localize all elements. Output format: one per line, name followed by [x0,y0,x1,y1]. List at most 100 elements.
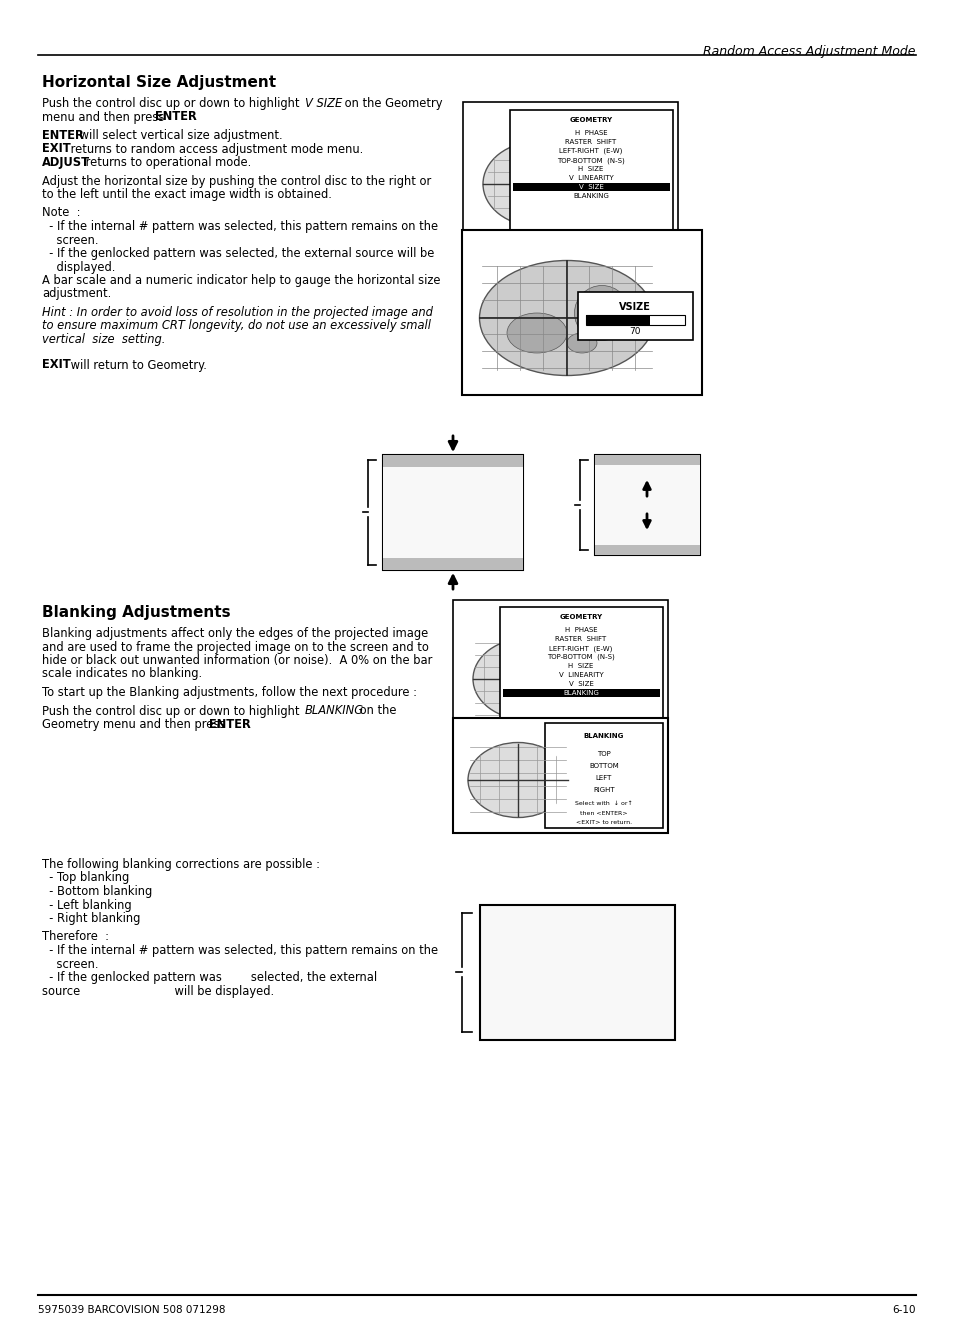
Text: scale indicates no blanking.: scale indicates no blanking. [42,667,202,680]
Bar [382,455,522,467]
Bar [382,558,522,570]
Text: - If the internal # pattern was selected, this pattern remains on the: - If the internal # pattern was selected… [42,220,437,234]
Bar [578,293,692,340]
Text: Horizontal Size Adjustment: Horizontal Size Adjustment [42,75,275,90]
Text: V  SIZE: V SIZE [578,184,603,191]
Bar [510,110,672,229]
Text: and are used to frame the projected image on to the screen and to: and are used to frame the projected imag… [42,640,429,654]
Ellipse shape [566,333,597,353]
Text: RASTER  SHIFT: RASTER SHIFT [555,636,606,641]
Text: LEFT: LEFT [596,774,612,781]
Bar [585,315,650,325]
Bar [513,183,669,191]
Text: Geometry menu and then press: Geometry menu and then press [42,718,229,731]
Text: to ensure maximum CRT longevity, do not use an excessively small: to ensure maximum CRT longevity, do not … [42,319,431,333]
Bar [595,455,700,556]
Text: BLANKING: BLANKING [562,690,598,696]
Text: TOP-BOTTOM  (N-S): TOP-BOTTOM (N-S) [557,157,624,164]
Text: Hint : In order to avoid loss of resolution in the projected image and: Hint : In order to avoid loss of resolut… [42,306,433,319]
Text: hide or black out unwanted information (or noise).  A 0% on the bar: hide or black out unwanted information (… [42,654,432,667]
Text: returns to operational mode.: returns to operational mode. [82,156,251,169]
Text: - Top blanking: - Top blanking [42,871,129,884]
Text: - Bottom blanking: - Bottom blanking [42,884,152,898]
Text: Note  :: Note : [42,207,80,220]
Text: GEOMETRY: GEOMETRY [569,117,612,123]
Text: - Right blanking: - Right blanking [42,913,140,925]
Text: - If the genlocked pattern was        selected, the external: - If the genlocked pattern was selected,… [42,972,376,984]
Text: BLANKING: BLANKING [583,733,623,739]
Bar [595,545,700,556]
Text: A bar scale and a numeric indicator help to gauge the horizontal size: A bar scale and a numeric indicator help… [42,274,440,287]
Text: TOP-BOTTOM  (N-S): TOP-BOTTOM (N-S) [547,654,615,660]
Text: 6-10: 6-10 [892,1304,915,1315]
Bar [595,464,700,545]
Text: will select vertical size adjustment.: will select vertical size adjustment. [76,129,282,142]
Ellipse shape [506,313,566,353]
Text: .: . [243,718,247,731]
Text: RASTER  SHIFT: RASTER SHIFT [565,140,616,145]
Text: - If the genlocked pattern was selected, the external source will be: - If the genlocked pattern was selected,… [42,247,434,260]
Text: Therefore  :: Therefore : [42,930,109,943]
Bar [595,455,700,464]
Text: BLANKING: BLANKING [573,193,608,199]
Text: - Left blanking: - Left blanking [42,899,132,911]
Text: screen.: screen. [42,234,98,247]
Text: V  LINEARITY: V LINEARITY [568,174,613,181]
Bar [479,905,675,1040]
Bar [502,688,659,696]
Text: ENTER: ENTER [209,718,251,731]
Text: LEFT-RIGHT  (E-W): LEFT-RIGHT (E-W) [558,148,622,154]
Ellipse shape [468,742,567,817]
Text: .: . [189,110,193,123]
Text: menu and then press: menu and then press [42,110,168,123]
Text: then <ENTER>: then <ENTER> [579,811,627,816]
Bar [585,315,684,325]
Text: V  LINEARITY: V LINEARITY [558,672,602,678]
Bar [544,723,662,828]
Text: Select with  ↓ or↑: Select with ↓ or↑ [575,801,632,807]
Text: H  SIZE: H SIZE [568,663,593,670]
Text: Adjust the horizontal size by pushing the control disc to the right or: Adjust the horizontal size by pushing th… [42,174,431,188]
Ellipse shape [479,260,654,376]
Text: GEOMETRY: GEOMETRY [558,615,602,620]
Text: H  SIZE: H SIZE [578,166,603,172]
Text: source                          will be displayed.: source will be displayed. [42,985,274,997]
Text: to the left until the exact image width is obtained.: to the left until the exact image width … [42,188,332,201]
Bar [453,718,667,833]
Text: H  PHASE: H PHASE [564,627,597,633]
Text: adjustment.: adjustment. [42,287,112,301]
Text: BOTTOM: BOTTOM [589,764,618,769]
Text: 5975039 BARCOVISION 508 071298: 5975039 BARCOVISION 508 071298 [38,1304,225,1315]
Text: will return to Geometry.: will return to Geometry. [67,358,207,372]
Text: - If the internal # pattern was selected, this pattern remains on the: - If the internal # pattern was selected… [42,943,437,957]
Text: 70: 70 [629,327,640,336]
Text: RIGHT: RIGHT [593,786,614,793]
Text: BLANKING: BLANKING [305,705,364,718]
Bar [453,600,667,747]
Text: ADJUST: ADJUST [42,156,90,169]
Text: displayed.: displayed. [42,260,115,274]
Bar [382,455,522,570]
Text: <EXIT> to return.: <EXIT> to return. [576,820,632,825]
Bar [462,102,678,258]
Text: Push the control disc up or down to highlight: Push the control disc up or down to high… [42,97,303,110]
Ellipse shape [473,637,582,721]
Text: The following blanking corrections are possible :: The following blanking corrections are p… [42,858,319,871]
Text: screen.: screen. [42,957,98,970]
Text: vertical  size  setting.: vertical size setting. [42,333,165,346]
Text: LEFT-RIGHT  (E-W): LEFT-RIGHT (E-W) [549,646,612,651]
Ellipse shape [482,141,593,227]
Text: Blanking Adjustments: Blanking Adjustments [42,605,231,620]
Text: TOP: TOP [597,752,610,757]
Text: VSIZE: VSIZE [618,302,650,311]
Ellipse shape [574,286,629,341]
Text: ENTER: ENTER [154,110,196,123]
Text: returns to random access adjustment mode menu.: returns to random access adjustment mode… [67,142,363,156]
Text: Random Access Adjustment Mode: Random Access Adjustment Mode [702,46,915,58]
Text: ENTER: ENTER [42,129,84,142]
Text: V  SIZE: V SIZE [568,680,593,687]
Text: on the Geometry: on the Geometry [340,97,442,110]
Text: Blanking adjustments affect only the edges of the projected image: Blanking adjustments affect only the edg… [42,627,428,640]
Text: H  PHASE: H PHASE [574,130,607,136]
Text: To start up the Blanking adjustments, follow the next procedure :: To start up the Blanking adjustments, fo… [42,686,416,699]
